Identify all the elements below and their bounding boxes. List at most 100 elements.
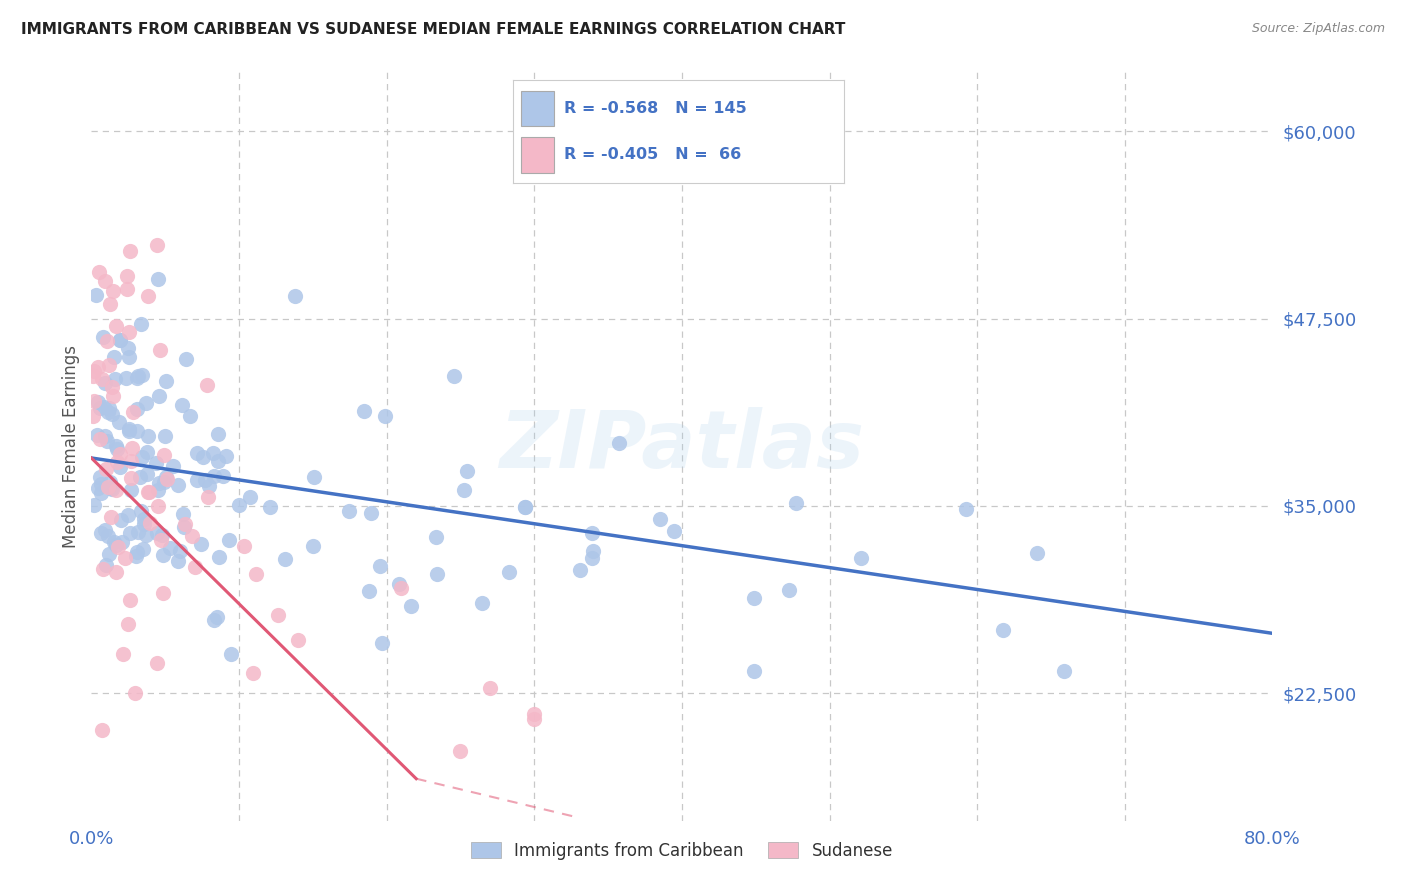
- Point: [82, 369, 104, 384]
- Point: [100, 380, 122, 394]
- Point: [1053, 664, 1076, 678]
- Point: [94, 462, 117, 476]
- Point: [162, 458, 184, 473]
- Point: [97, 401, 120, 416]
- Point: [664, 524, 686, 538]
- Point: [443, 368, 465, 383]
- Point: [146, 483, 169, 497]
- Point: [125, 370, 148, 384]
- Point: [120, 454, 142, 468]
- Point: [94, 429, 117, 443]
- Point: [359, 583, 381, 598]
- Point: [108, 415, 131, 429]
- Point: [179, 409, 201, 423]
- Point: [785, 496, 807, 510]
- Point: [117, 342, 139, 356]
- Point: [82, 409, 104, 423]
- Point: [118, 526, 141, 541]
- Point: [568, 563, 591, 577]
- Point: [93, 376, 115, 391]
- Point: [105, 319, 128, 334]
- Point: [371, 636, 394, 650]
- Point: [337, 504, 360, 518]
- Text: Source: ZipAtlas.com: Source: ZipAtlas.com: [1251, 22, 1385, 36]
- Point: [124, 549, 146, 563]
- Point: [155, 428, 177, 442]
- Point: [239, 490, 262, 504]
- Point: [146, 272, 169, 286]
- Point: [152, 448, 174, 462]
- Point: [105, 538, 128, 552]
- Point: [97, 480, 120, 494]
- Point: [172, 508, 194, 522]
- Point: [131, 450, 153, 464]
- Point: [207, 454, 229, 468]
- Point: [155, 374, 177, 388]
- Point: [98, 475, 121, 489]
- Point: [84, 288, 107, 302]
- Point: [118, 422, 141, 436]
- Point: [118, 593, 141, 607]
- Point: [955, 502, 977, 516]
- Point: [169, 544, 191, 558]
- Point: [128, 469, 150, 483]
- Text: R = -0.405   N =  66: R = -0.405 N = 66: [564, 147, 741, 162]
- Text: R = -0.568   N = 145: R = -0.568 N = 145: [564, 101, 747, 116]
- Point: [136, 429, 159, 443]
- Text: IMMIGRANTS FROM CARIBBEAN VS SUDANESE MEDIAN FEMALE EARNINGS CORRELATION CHART: IMMIGRANTS FROM CARIBBEAN VS SUDANESE ME…: [21, 22, 845, 37]
- Point: [150, 527, 173, 541]
- Point: [111, 647, 134, 661]
- Point: [267, 608, 290, 623]
- Point: [471, 596, 494, 610]
- Point: [136, 467, 159, 482]
- Point: [117, 424, 139, 438]
- Point: [134, 517, 156, 532]
- Point: [111, 535, 134, 549]
- Point: [93, 400, 115, 414]
- Point: [207, 427, 229, 442]
- Point: [105, 565, 128, 579]
- FancyBboxPatch shape: [522, 91, 554, 127]
- Point: [166, 554, 188, 568]
- Point: [93, 274, 115, 288]
- Point: [156, 472, 179, 486]
- Point: [125, 424, 148, 438]
- FancyBboxPatch shape: [522, 136, 554, 173]
- Point: [117, 616, 139, 631]
- Point: [121, 404, 143, 418]
- Point: [118, 244, 141, 259]
- Point: [117, 350, 139, 364]
- Point: [581, 526, 603, 541]
- Point: [103, 389, 125, 403]
- Point: [478, 681, 502, 696]
- Point: [353, 404, 375, 418]
- Point: [1025, 546, 1047, 560]
- Point: [245, 566, 267, 581]
- Point: [218, 533, 240, 547]
- Point: [96, 558, 118, 572]
- Point: [115, 282, 138, 296]
- Point: [523, 712, 546, 726]
- Point: [184, 560, 207, 574]
- Point: [304, 470, 326, 484]
- Point: [115, 269, 138, 284]
- Point: [108, 447, 131, 461]
- Point: [368, 558, 391, 573]
- Point: [83, 364, 105, 378]
- Point: [360, 506, 382, 520]
- Point: [259, 500, 281, 514]
- Point: [90, 477, 112, 491]
- Point: [153, 475, 176, 490]
- Point: [108, 460, 131, 475]
- Point: [100, 482, 122, 496]
- Point: [849, 551, 872, 566]
- Point: [197, 479, 219, 493]
- Point: [135, 445, 157, 459]
- Point: [283, 289, 305, 303]
- Point: [127, 524, 149, 539]
- Point: [89, 432, 111, 446]
- Point: [115, 371, 138, 385]
- Point: [204, 469, 226, 483]
- Point: [170, 398, 193, 412]
- Point: [89, 401, 111, 415]
